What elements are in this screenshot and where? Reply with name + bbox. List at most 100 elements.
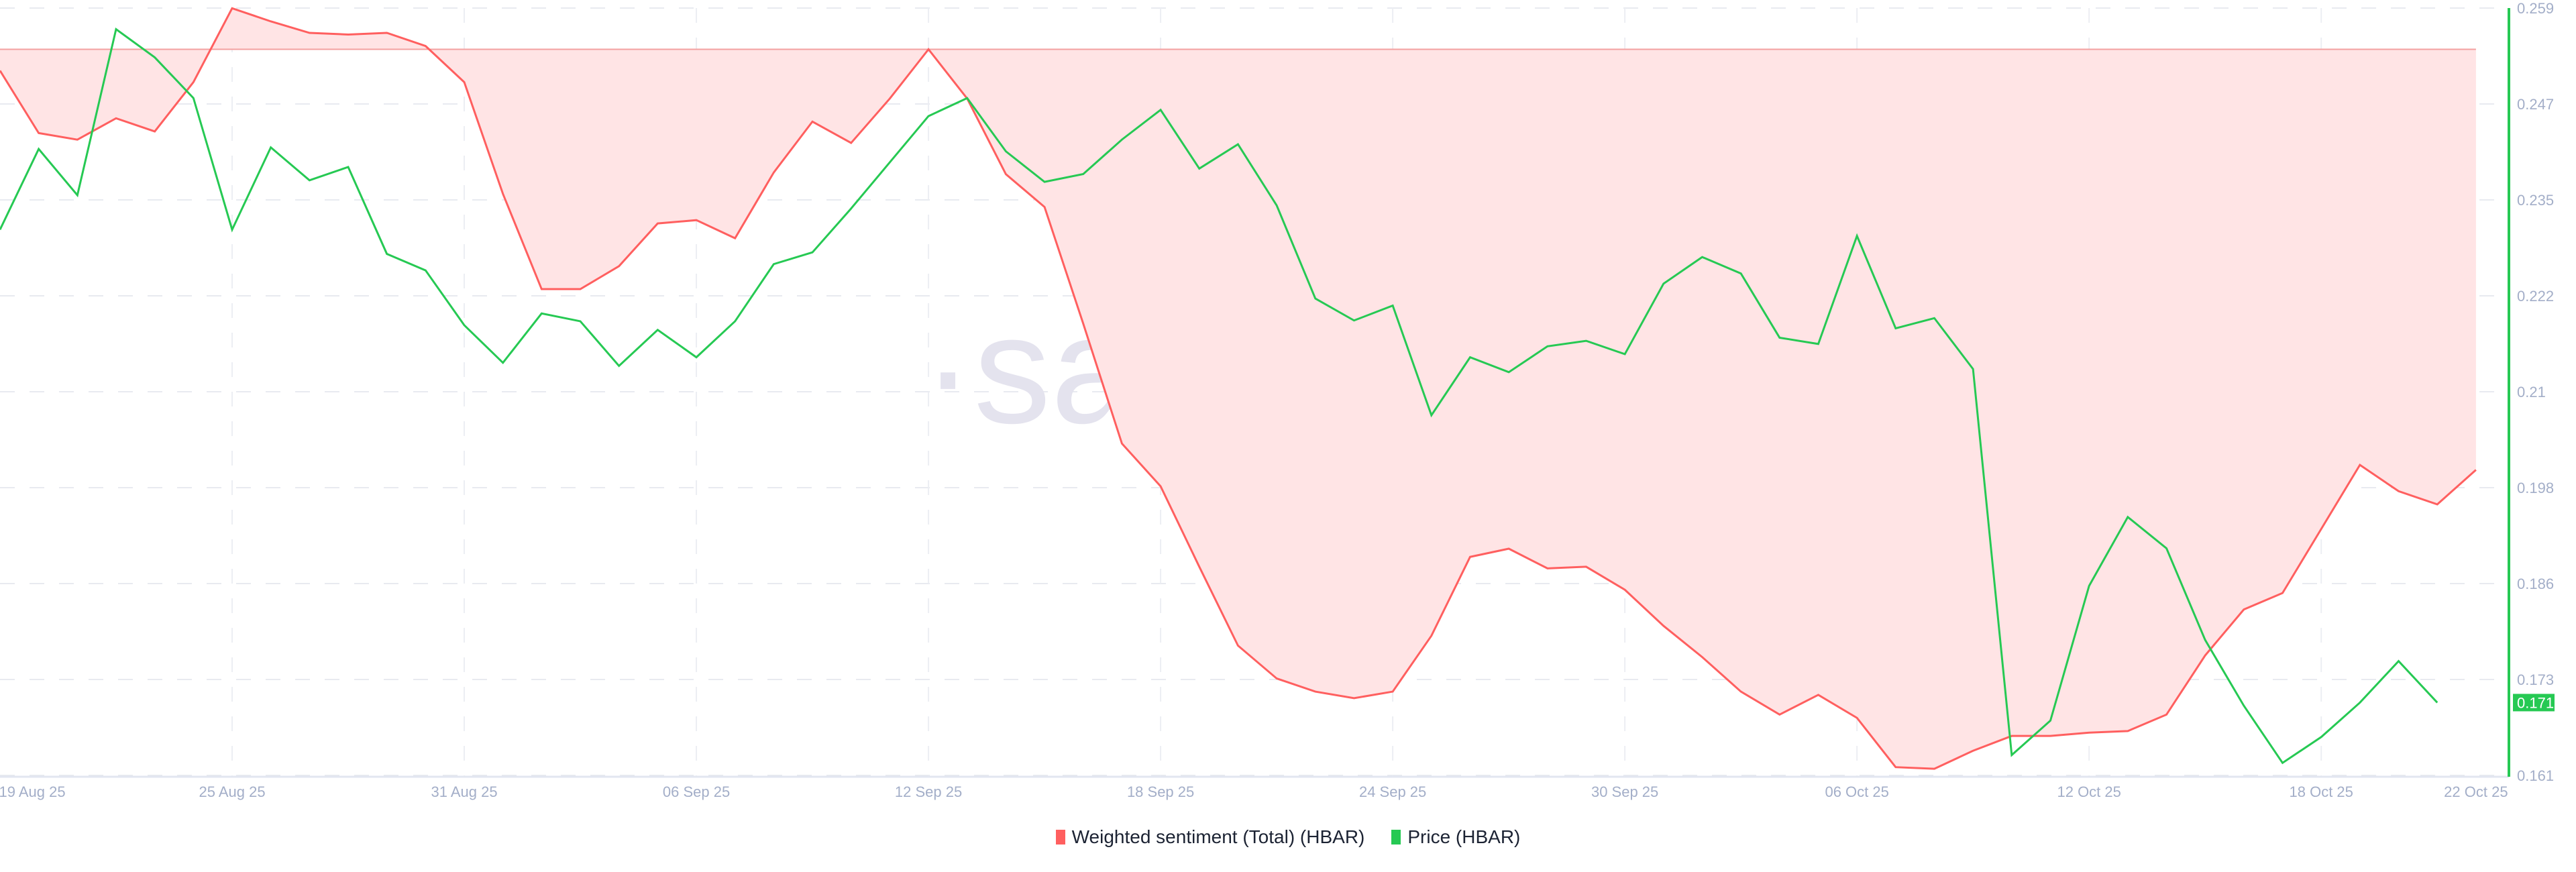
price-point: [655, 328, 659, 332]
sentiment-point: [191, 80, 195, 84]
price-line: [0, 27, 2438, 765]
price-point: [1120, 138, 1124, 142]
sentiment-point: [1004, 172, 1008, 176]
sentiment-point: [1430, 634, 1434, 638]
price-point: [1004, 150, 1008, 154]
sentiment-point: [655, 221, 659, 225]
price-point: [1275, 203, 1279, 207]
x-tick-labels: 19 Aug 25 25 Aug 25 31 Aug 25 06 Sep 25 12 S…: [0, 783, 2508, 800]
price-point: [1391, 304, 1395, 308]
y-tick-label: 0.186: [2517, 576, 2554, 592]
x-tick-label: 19 Aug 25: [0, 783, 66, 800]
sentiment-point: [1352, 696, 1356, 700]
sentiment-point: [2010, 734, 2014, 738]
current-price-badge: 0.171: [2513, 694, 2555, 712]
sentiment-point: [385, 31, 389, 35]
sentiment-point: [1855, 716, 1859, 720]
y-tick-labels: 0.259 0.247 0.235 0.222 0.21 0.198 0.186 0.173 0…: [2517, 0, 2554, 784]
x-tick-label: 30 Sep 25: [1591, 783, 1658, 800]
y-tick-label: 0.21: [2517, 384, 2546, 400]
price-point: [694, 356, 698, 360]
sentiment-point: [849, 141, 853, 145]
sentiment-point: [2126, 729, 2130, 733]
price-point: [1662, 282, 1666, 286]
y-tick-label: 0.247: [2517, 96, 2554, 113]
sentiment-point: [810, 119, 814, 123]
price-point: [2435, 700, 2439, 704]
sentiment-point: [1236, 643, 1240, 647]
x-tick-label: 25 Aug 25: [199, 783, 265, 800]
price-point: [153, 56, 157, 60]
sentiment-point: [1197, 565, 1201, 569]
price-point: [191, 96, 195, 100]
y-tick-label: 0.173: [2517, 671, 2554, 688]
sentiment-line: [0, 7, 2477, 770]
sentiment-point: [230, 6, 234, 10]
x-tick-label: 22 Oct 25: [2444, 783, 2508, 800]
price-point: [1584, 339, 1588, 343]
price-point: [1236, 142, 1240, 146]
sentiment-point: [578, 287, 582, 291]
sentiment-point: [926, 48, 930, 52]
sentiment-point: [617, 264, 621, 268]
sentiment-point: [423, 44, 427, 48]
sentiment-point: [2397, 489, 2401, 493]
price-point: [888, 160, 892, 164]
legend-label-sentiment: Weighted sentiment (Total) (HBAR): [1071, 826, 1365, 847]
price-point: [1546, 344, 1550, 348]
sentiment-point: [1700, 655, 1704, 659]
x-tick-label: 12 Oct 25: [2057, 783, 2121, 800]
price-point: [578, 319, 582, 323]
sentiment-point: [1275, 676, 1279, 680]
sentiment-point: [346, 32, 350, 36]
price-point: [965, 96, 969, 100]
sentiment-point: [2319, 527, 2323, 531]
price-point: [423, 268, 427, 272]
legend-item-price[interactable]: Price (HBAR): [1391, 826, 1520, 848]
sentiment-point: [2165, 712, 2169, 716]
legend-swatch-sentiment: [1055, 830, 1065, 844]
sentiment-point: [37, 131, 41, 135]
price-point: [1971, 367, 1975, 371]
price-point: [2010, 753, 2014, 757]
price-point: [2358, 700, 2362, 704]
sentiment-point: [307, 31, 311, 35]
sentiment-point: [1081, 321, 1085, 325]
price-point: [2126, 515, 2130, 519]
price-point: [462, 323, 466, 327]
price-point: [2397, 659, 2401, 663]
legend-item-sentiment[interactable]: Weighted sentiment (Total) (HBAR): [1055, 826, 1365, 848]
price-point: [346, 165, 350, 169]
y-tick-label: 0.235: [2517, 192, 2554, 209]
price-point: [1159, 108, 1163, 112]
price-point: [269, 146, 273, 150]
sentiment-point: [1391, 690, 1395, 694]
price-point: [1623, 352, 1627, 356]
price-point: [733, 319, 737, 323]
price-point: [1739, 272, 1743, 276]
sentiment-point: [1816, 693, 1820, 697]
sentiment-point: [1042, 205, 1046, 209]
sentiment-point: [1894, 765, 1898, 769]
price-point: [2165, 546, 2169, 550]
sentiment-area-fill: [0, 8, 2476, 769]
sentiment-point: [1313, 690, 1318, 694]
sentiment-point: [771, 170, 775, 174]
sentiment-point: [462, 80, 466, 84]
legend-label-price: Price (HBAR): [1407, 826, 1521, 847]
price-point: [617, 364, 621, 368]
price-point: [1507, 370, 1511, 374]
price-point: [501, 361, 505, 365]
x-tick-label: 06 Sep 25: [663, 783, 730, 800]
chart: ·santiment· 0.2590.2470.2350.2220.210.19…: [0, 0, 2555, 800]
price-point: [1081, 172, 1085, 176]
y-tick-label: 0.259: [2517, 0, 2554, 17]
price-point: [1352, 319, 1356, 323]
price-point: [771, 262, 775, 266]
price-point: [2087, 584, 2091, 588]
sentiment-point: [2087, 730, 2091, 734]
sentiment-point: [2281, 591, 2285, 595]
price-point: [1042, 180, 1046, 184]
price-point: [114, 28, 118, 32]
price-point: [1700, 255, 1704, 259]
